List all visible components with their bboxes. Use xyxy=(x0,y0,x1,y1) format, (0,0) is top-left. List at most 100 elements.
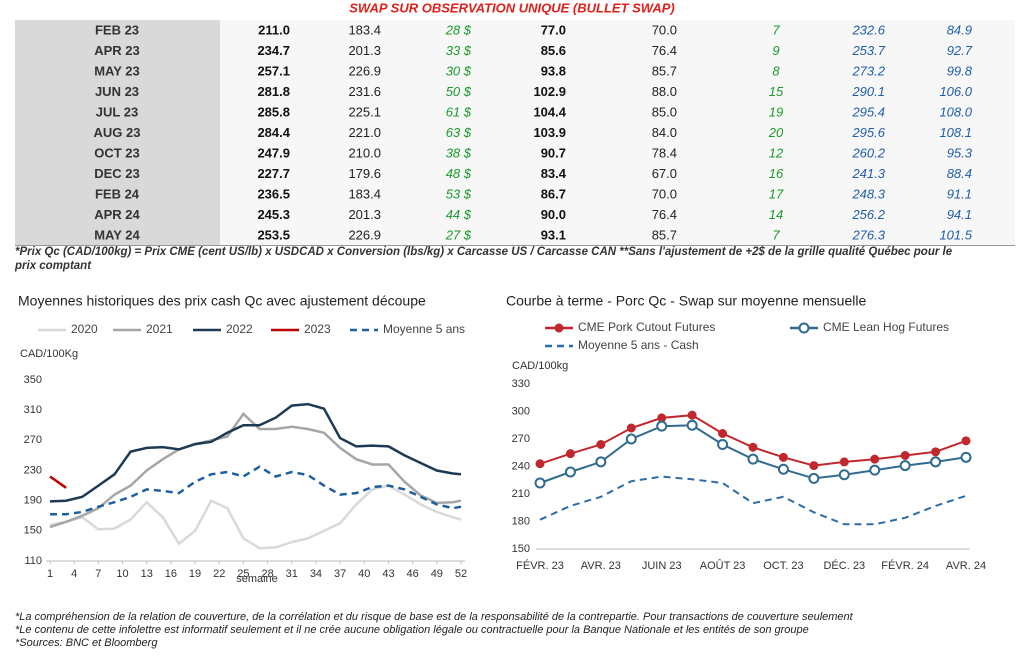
x-tick-label: 13 xyxy=(141,568,153,580)
table-cell: 226.9 xyxy=(348,228,381,243)
table-cell: 284.4 xyxy=(257,125,290,140)
table-cell: 19 xyxy=(769,105,783,120)
series-line xyxy=(49,402,462,503)
table-cell: 17 xyxy=(769,187,784,202)
table-cell: 253.5 xyxy=(257,228,290,243)
table-cell: 77.0 xyxy=(541,23,566,38)
table-cell: 295.4 xyxy=(851,105,885,120)
marker xyxy=(535,459,545,469)
footnote: *Prix Qc (CAD/100kg) = Prix CME (cent US… xyxy=(15,246,953,258)
marker xyxy=(870,454,880,464)
table-cell: 70.0 xyxy=(652,23,677,38)
marker xyxy=(657,413,667,423)
table-cell: 88.4 xyxy=(947,166,972,181)
marker xyxy=(960,451,972,463)
table-cell: JUL 23 xyxy=(96,105,138,120)
table-cell: 85.7 xyxy=(652,64,677,79)
table-cell: APR 23 xyxy=(94,43,140,58)
x-tick-label: 34 xyxy=(310,568,322,580)
table-cell: 248.3 xyxy=(851,187,885,202)
table-cell: 253.7 xyxy=(851,43,885,58)
table-cell: 84.0 xyxy=(652,125,677,140)
series-line xyxy=(539,475,967,526)
table-cell: 226.9 xyxy=(348,64,381,79)
x-tick-label: 52 xyxy=(455,568,467,580)
marker xyxy=(900,451,910,460)
note: *Sources: BNC et Bloomberg xyxy=(15,637,158,649)
y-tick-label: 190 xyxy=(24,495,42,507)
chart-title: Courbe à terme - Porc Qc - Swap sur moye… xyxy=(506,293,866,309)
table-cell: 9 xyxy=(772,43,779,58)
marker xyxy=(777,463,789,475)
marker xyxy=(778,452,788,462)
x-tick-label: AVR. 24 xyxy=(946,560,986,572)
table-cell: 276.3 xyxy=(851,228,885,243)
table-cell: 99.8 xyxy=(947,64,973,79)
x-tick-label: AVR. 23 xyxy=(581,560,621,572)
table-cell: FEB 23 xyxy=(95,23,139,38)
table-cell: 27 $ xyxy=(445,228,472,243)
table-cell: 84.9 xyxy=(947,23,972,38)
x-tick-label: 4 xyxy=(71,568,77,580)
table-cell: 86.7 xyxy=(541,187,566,202)
legend-label: 2023 xyxy=(304,322,331,336)
y-tick-label: 230 xyxy=(24,464,42,476)
marker xyxy=(899,460,911,472)
table-cell: 201.3 xyxy=(348,43,381,58)
legend-label: 2020 xyxy=(71,322,98,336)
marker xyxy=(595,456,607,468)
y-tick-label: 270 xyxy=(512,433,530,445)
table-cell: 103.9 xyxy=(533,125,566,140)
series-line xyxy=(49,475,67,489)
table-cell: 12 xyxy=(769,146,784,161)
table-cell: OCT 23 xyxy=(94,146,140,161)
table-cell: 232.6 xyxy=(851,23,885,38)
y-tick-label: 300 xyxy=(512,405,530,417)
y-tick-label: 150 xyxy=(24,525,42,537)
y-axis-label: CAD/100kg xyxy=(512,360,568,372)
x-tick-label: 16 xyxy=(165,568,177,580)
x-tick-label: FÉVR. 23 xyxy=(516,559,564,572)
table-cell: 245.3 xyxy=(257,207,290,222)
table-cell: 67.0 xyxy=(652,166,677,181)
legend-label: Moyenne 5 ans xyxy=(383,322,465,336)
table-cell: 236.5 xyxy=(257,187,290,202)
y-tick-label: 240 xyxy=(512,460,530,472)
x-tick-label: 28 xyxy=(261,568,273,580)
table-cell: 78.4 xyxy=(652,146,677,161)
table-cell: 221.0 xyxy=(348,125,381,140)
x-tick-label: 40 xyxy=(358,568,370,580)
table-cell: 48 $ xyxy=(446,166,472,181)
table-cell: 92.7 xyxy=(947,43,973,58)
table-cell: 20 xyxy=(768,125,784,140)
table-cell: 247.9 xyxy=(257,146,290,161)
table-cell: 16 xyxy=(769,166,784,181)
table-cell: 85.6 xyxy=(541,43,566,58)
table-cell: AUG 23 xyxy=(94,125,141,140)
marker xyxy=(930,456,942,468)
x-tick-label: 43 xyxy=(382,568,394,580)
marker xyxy=(656,420,668,432)
table-cell: 14 xyxy=(769,207,783,222)
table-cell: 183.4 xyxy=(348,187,381,202)
table-cell: 211.0 xyxy=(258,23,290,38)
marker xyxy=(869,464,881,476)
table-cell: MAY 24 xyxy=(94,228,140,243)
table-cell: 108.0 xyxy=(939,105,972,120)
series-line xyxy=(50,465,462,516)
marker xyxy=(534,477,546,489)
y-tick-label: 110 xyxy=(24,555,42,567)
x-tick-label: 49 xyxy=(431,568,443,580)
table-cell: 53 $ xyxy=(446,187,472,202)
table-cell: 28 $ xyxy=(445,23,472,38)
y-tick-label: 210 xyxy=(512,488,530,500)
x-tick-label: 7 xyxy=(95,568,101,580)
table-cell: 183.4 xyxy=(348,23,381,38)
table-cell: 225.1 xyxy=(348,105,381,120)
table-cell: FEB 24 xyxy=(95,187,140,202)
table-cell: 285.8 xyxy=(257,105,290,120)
table-cell: 101.5 xyxy=(939,228,972,243)
table-cell: 90.7 xyxy=(541,146,566,161)
legend-marker xyxy=(554,323,564,333)
table-cell: 83.4 xyxy=(541,166,567,181)
